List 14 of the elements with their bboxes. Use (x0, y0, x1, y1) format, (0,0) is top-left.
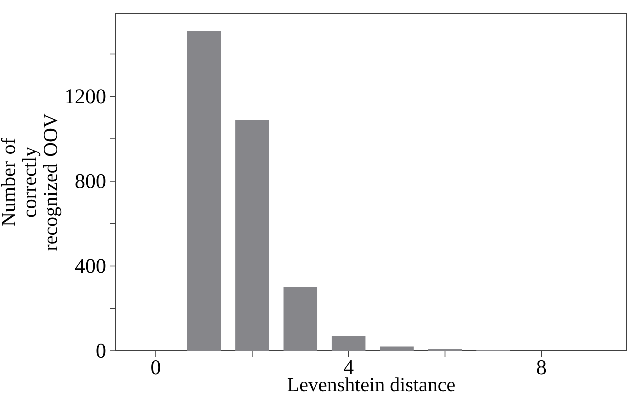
x-tick-label: 8 (537, 360, 546, 375)
y-tick-label: 400 (75, 259, 106, 274)
y-tick-label: 800 (76, 174, 106, 189)
bar (380, 346, 414, 351)
bar (284, 287, 318, 351)
y-tick-label: 1200 (66, 90, 106, 104)
x-axis-title: Levenshtein distance (288, 378, 455, 392)
x-tick-label: 0 (152, 360, 160, 375)
bar (332, 336, 366, 351)
y-axis-title: Number of correctly recognized OOV (1, 114, 62, 251)
bar (236, 120, 270, 351)
x-tick-label: 4 (344, 360, 354, 374)
y-tick-label: 0 (96, 344, 106, 358)
bar (187, 30, 222, 351)
